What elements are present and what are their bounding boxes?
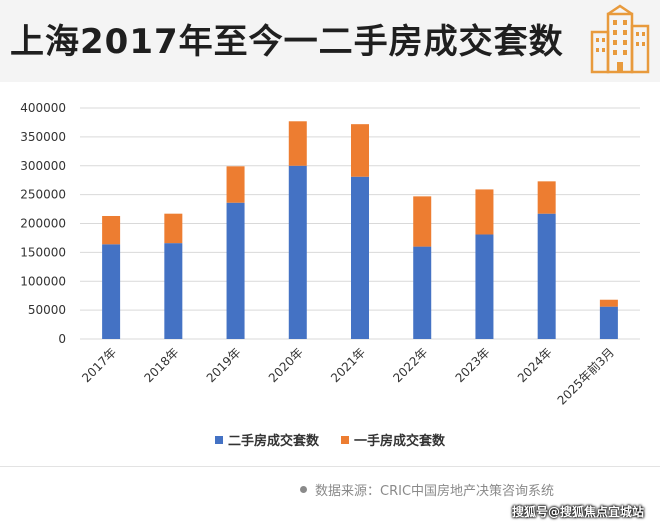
bar-second-hand	[164, 243, 183, 339]
y-tick-label: 100000	[20, 274, 66, 288]
legend-item-first-hand: 一手房成交套数	[341, 430, 445, 449]
x-tick-label: 2022年	[390, 345, 430, 385]
y-tick-label: 300000	[20, 159, 66, 173]
x-tick-label: 2020年	[266, 345, 306, 385]
bar-first-hand	[599, 299, 618, 307]
y-tick-label: 0	[58, 332, 66, 346]
y-tick-label: 200000	[20, 217, 66, 231]
source-divider	[0, 466, 660, 467]
bar-second-hand	[537, 213, 556, 339]
y-tick-label: 250000	[20, 188, 66, 202]
x-tick-label: 2021年	[328, 345, 368, 385]
bar-second-hand	[102, 244, 121, 339]
legend-label-second-hand: 二手房成交套数	[227, 434, 319, 449]
chart-title: 上海2017年至今一二手房成交套数	[10, 22, 564, 62]
y-tick-label: 150000	[20, 245, 66, 259]
bar-second-hand	[351, 176, 369, 339]
bar-first-hand	[164, 213, 183, 244]
y-tick-label: 50000	[28, 303, 66, 317]
bar-second-hand	[413, 246, 432, 339]
chart-legend: 二手房成交套数 一手房成交套数	[0, 430, 660, 449]
x-tick-label: 2018年	[141, 345, 181, 385]
bar-second-hand	[475, 234, 494, 339]
x-tick-label: 2025年前3月	[554, 345, 617, 408]
legend-label-first-hand: 一手房成交套数	[354, 434, 446, 449]
bar-first-hand	[288, 121, 307, 166]
y-tick-label: 350000	[20, 130, 66, 144]
x-tick-label: 2024年	[515, 345, 555, 385]
x-tick-label: 2019年	[204, 345, 244, 385]
stacked-bar-chart: 0 50000 100000 150000 200000 250000 300000 3500…	[20, 101, 640, 408]
bar-first-hand	[102, 215, 121, 245]
x-tick-label: 2023年	[453, 345, 493, 385]
bar-first-hand	[226, 166, 245, 203]
legend-swatch-second-hand	[214, 435, 223, 444]
bar-first-hand	[537, 181, 556, 214]
bar-first-hand	[475, 189, 494, 235]
bar-second-hand	[226, 202, 245, 339]
source-note: 数据来源：CRIC中国房地产决策咨询系统	[300, 480, 554, 499]
title-bar: 上海2017年至今一二手房成交套数	[0, 0, 660, 82]
source-text: 数据来源：CRIC中国房地产决策咨询系统	[315, 484, 555, 499]
bar-first-hand	[351, 124, 369, 177]
legend-swatch-first-hand	[341, 435, 349, 444]
bar-second-hand	[288, 165, 307, 339]
watermark: 搜狐号@搜狐焦点宜城站	[511, 505, 644, 519]
building-icon	[590, 4, 650, 74]
legend-item-second-hand: 二手房成交套数	[214, 430, 319, 449]
x-tick-label: 2017年	[79, 345, 119, 385]
bullet-icon	[300, 486, 307, 493]
bar-second-hand	[599, 306, 618, 339]
bar-first-hand	[413, 196, 432, 247]
y-tick-label: 400000	[20, 101, 66, 115]
